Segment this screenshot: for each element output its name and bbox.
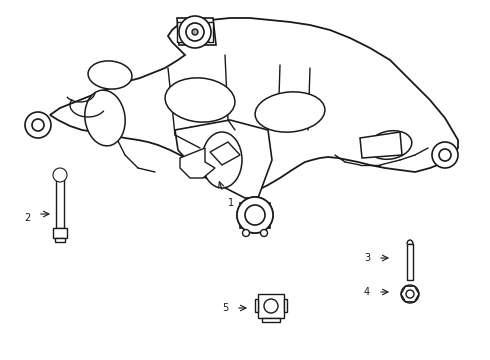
Ellipse shape: [88, 61, 132, 89]
Circle shape: [439, 149, 451, 161]
Polygon shape: [180, 148, 215, 178]
Circle shape: [179, 16, 211, 48]
Text: 5: 5: [222, 303, 228, 313]
Circle shape: [264, 299, 278, 313]
Polygon shape: [177, 18, 216, 45]
Circle shape: [186, 23, 204, 41]
Text: 3: 3: [364, 253, 370, 263]
Ellipse shape: [255, 92, 325, 132]
Circle shape: [237, 197, 273, 233]
Circle shape: [56, 171, 64, 179]
Polygon shape: [50, 18, 458, 190]
Ellipse shape: [165, 78, 235, 122]
Polygon shape: [53, 228, 67, 238]
Polygon shape: [258, 294, 284, 318]
Polygon shape: [177, 22, 182, 42]
Polygon shape: [55, 238, 65, 242]
Circle shape: [406, 290, 414, 298]
Circle shape: [245, 205, 265, 225]
Text: 4: 4: [364, 287, 370, 297]
Polygon shape: [56, 178, 64, 228]
Circle shape: [401, 285, 419, 303]
Polygon shape: [407, 244, 413, 280]
Circle shape: [261, 230, 268, 237]
Polygon shape: [284, 299, 287, 312]
Ellipse shape: [85, 90, 125, 146]
Circle shape: [32, 119, 44, 131]
Text: 1: 1: [228, 198, 234, 208]
Ellipse shape: [368, 131, 412, 159]
Text: 2: 2: [24, 213, 30, 223]
Circle shape: [237, 197, 273, 233]
Polygon shape: [240, 203, 270, 228]
Polygon shape: [360, 132, 402, 158]
Polygon shape: [208, 22, 213, 42]
Ellipse shape: [202, 132, 242, 188]
Circle shape: [53, 168, 67, 182]
Polygon shape: [175, 120, 272, 198]
Circle shape: [25, 112, 51, 138]
Polygon shape: [210, 142, 240, 165]
Polygon shape: [255, 299, 258, 312]
Circle shape: [192, 29, 198, 35]
Circle shape: [406, 290, 414, 298]
Circle shape: [432, 142, 458, 168]
Circle shape: [243, 230, 249, 237]
Circle shape: [245, 205, 265, 225]
Polygon shape: [262, 318, 280, 322]
Polygon shape: [401, 286, 419, 302]
